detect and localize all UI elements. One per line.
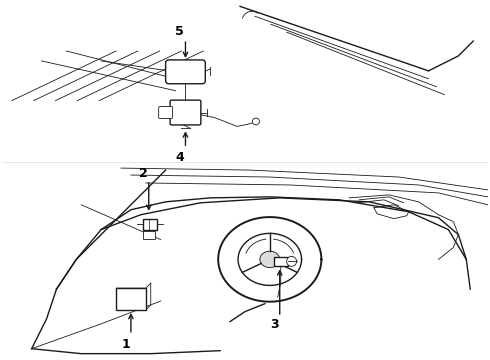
Bar bbox=[274, 257, 288, 266]
Polygon shape bbox=[218, 217, 321, 302]
Circle shape bbox=[252, 118, 259, 125]
Bar bbox=[116, 288, 146, 310]
FancyBboxPatch shape bbox=[166, 60, 205, 84]
Text: 1: 1 bbox=[122, 338, 130, 351]
Polygon shape bbox=[260, 251, 280, 267]
Text: 3: 3 bbox=[270, 318, 279, 331]
Bar bbox=[143, 219, 157, 230]
FancyBboxPatch shape bbox=[159, 107, 172, 118]
Text: 4: 4 bbox=[175, 151, 184, 164]
Circle shape bbox=[287, 256, 296, 266]
Text: 5: 5 bbox=[175, 24, 184, 38]
Text: 2: 2 bbox=[140, 167, 148, 180]
Bar bbox=[143, 231, 155, 239]
FancyBboxPatch shape bbox=[170, 100, 201, 125]
